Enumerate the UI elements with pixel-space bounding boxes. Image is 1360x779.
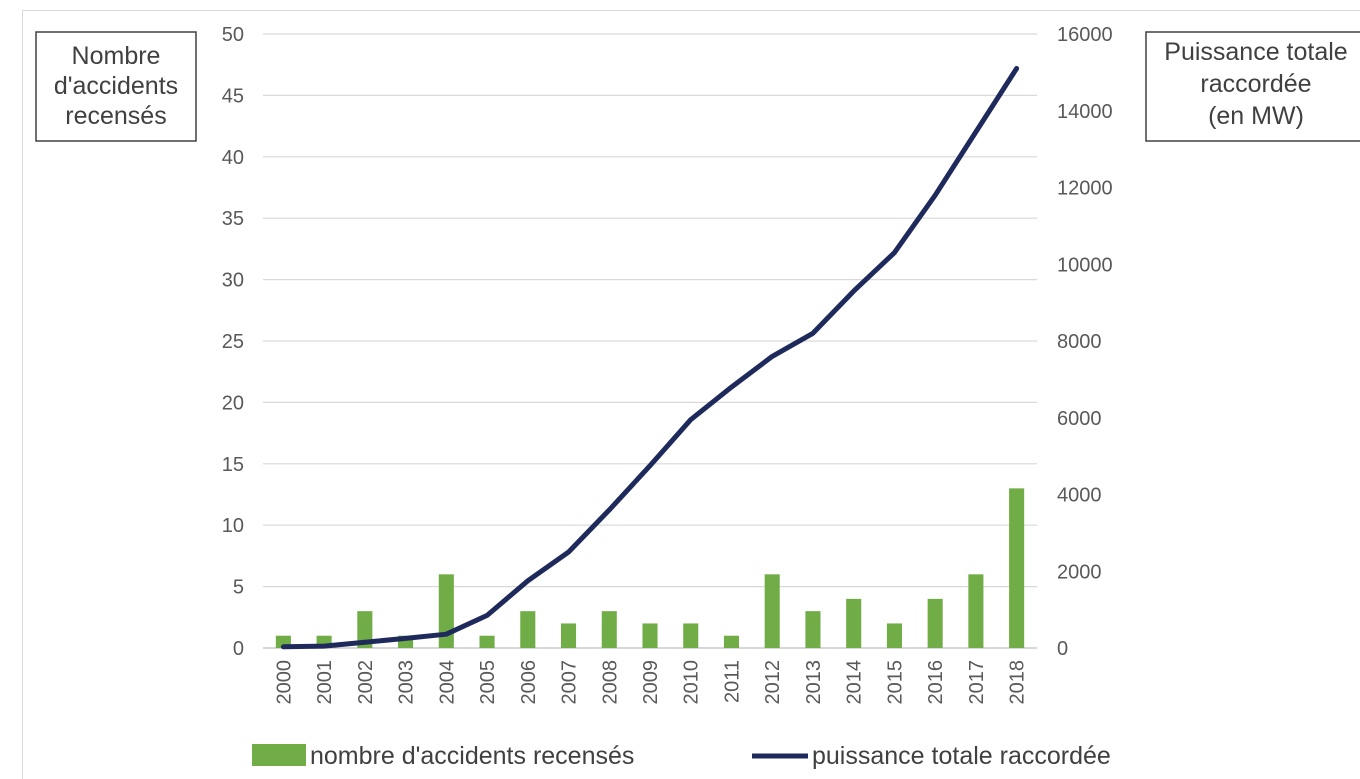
left-tick-label: 40 — [222, 147, 244, 169]
x-tick-label: 2014 — [844, 660, 866, 705]
x-tick-label: 2018 — [1007, 660, 1029, 705]
left-tick-label: 25 — [222, 331, 244, 353]
left-tick-label: 15 — [222, 454, 244, 476]
bar — [642, 623, 658, 648]
line-path — [280, 66, 1020, 650]
bar — [1009, 488, 1025, 648]
right-axis-title-line-3: (en MW) — [1208, 102, 1304, 130]
left-tick-label: 5 — [233, 577, 244, 599]
bar — [560, 623, 577, 648]
right-tick-label: 6000 — [1057, 408, 1102, 430]
right-axis-title-line-2: raccordée — [1200, 70, 1311, 98]
x-tick-label: 2017 — [966, 660, 988, 705]
right-tick-label: 0 — [1057, 638, 1068, 660]
bar — [357, 611, 373, 648]
x-tick-label: 2010 — [681, 660, 703, 705]
right-tick-label: 14000 — [1057, 101, 1113, 123]
bar — [520, 611, 536, 648]
legend: nombre d'accidents recensés puissance to… — [252, 742, 1111, 770]
left-axis-ticks: 0 5 10 15 20 25 30 35 40 45 50 — [222, 24, 244, 660]
right-axis-title-line-1: Puissance totale — [1164, 38, 1347, 66]
left-axis-title-line-1: Nombre — [72, 42, 161, 70]
x-tick-label: 2009 — [640, 660, 662, 705]
right-axis-title-box — [1145, 31, 1360, 142]
x-tick-label: 2004 — [436, 660, 458, 705]
bar — [764, 574, 780, 648]
bar — [723, 635, 740, 648]
left-axis-title-box — [35, 31, 197, 142]
x-tick-label: 2016 — [925, 660, 947, 705]
x-tick-label: 2001 — [314, 660, 336, 705]
legend-bar-label: nombre d'accidents recensés — [310, 742, 634, 770]
x-tick-label: 2006 — [518, 660, 540, 705]
x-tick-label: 2011 — [721, 660, 743, 703]
bar — [683, 623, 699, 648]
right-tick-label: 4000 — [1057, 485, 1102, 507]
x-tick-label: 2012 — [762, 660, 784, 705]
right-tick-label: 2000 — [1057, 561, 1102, 583]
legend-bar-swatch — [252, 744, 306, 766]
bar — [601, 611, 617, 648]
right-tick-label: 12000 — [1057, 178, 1113, 200]
x-tick-label: 2015 — [884, 660, 906, 705]
bar — [846, 598, 862, 648]
bar — [479, 635, 495, 648]
bar-series — [275, 488, 1025, 648]
x-tick-label: 2013 — [803, 660, 825, 705]
left-axis-title-line-3: recensés — [65, 102, 166, 130]
bar — [968, 574, 984, 648]
x-tick-label: 2007 — [559, 660, 581, 705]
right-tick-label: 16000 — [1057, 24, 1113, 46]
bar — [927, 598, 943, 648]
right-axis-title: Puissance totale raccordée (en MW) — [1145, 31, 1360, 142]
x-tick-label: 2008 — [599, 660, 621, 705]
legend-line-label: puissance totale raccordée — [812, 742, 1111, 770]
left-tick-label: 0 — [233, 638, 244, 660]
left-tick-label: 35 — [222, 208, 244, 230]
bar — [886, 623, 902, 648]
left-tick-label: 10 — [222, 515, 244, 537]
x-tick-label: 2005 — [477, 660, 499, 705]
right-axis-ticks: 0 2000 4000 6000 8000 10000 12000 14000 16000 — [1057, 24, 1113, 660]
gridlines — [263, 33, 1037, 649]
left-tick-label: 50 — [222, 24, 244, 46]
left-tick-label: 20 — [222, 392, 244, 414]
bar — [438, 574, 454, 648]
x-axis-ticks: 2000 2001 2002 2003 2004 2005 2006 2007 2008 2009… — [273, 660, 1028, 705]
left-tick-label: 30 — [222, 270, 244, 292]
right-tick-label: 10000 — [1057, 254, 1113, 276]
bar — [805, 611, 821, 648]
x-tick-label: 2000 — [273, 660, 295, 705]
x-tick-label: 2002 — [355, 660, 377, 705]
line-series — [280, 66, 1020, 650]
left-axis-title-line-2: d'accidents — [54, 72, 178, 100]
left-axis-title: Nombre d'accidents recensés — [35, 31, 197, 142]
left-tick-label: 45 — [222, 85, 244, 107]
x-tick-label: 2003 — [396, 660, 418, 705]
chart-frame — [22, 10, 1360, 779]
right-tick-label: 8000 — [1057, 331, 1102, 353]
